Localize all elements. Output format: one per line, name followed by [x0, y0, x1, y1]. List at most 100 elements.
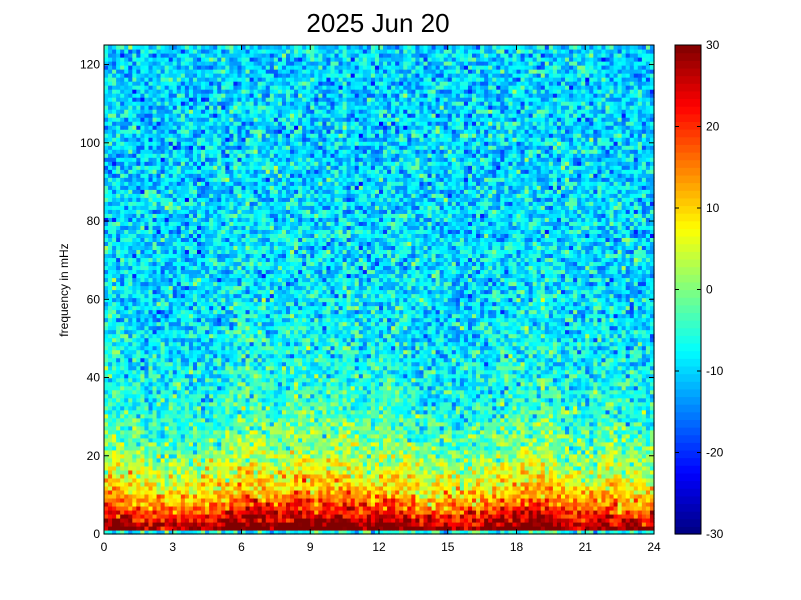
heatmap-cell: [172, 469, 178, 475]
heatmap-cell: [197, 237, 202, 242]
heatmap-cell: [140, 325, 146, 331]
heatmap-cell: [213, 61, 218, 66]
heatmap-cell: [253, 421, 259, 427]
heatmap-cell: [108, 389, 113, 395]
heatmap-cell: [140, 169, 146, 174]
heatmap-cell: [112, 313, 117, 319]
heatmap-cell: [197, 457, 202, 463]
heatmap-cell: [209, 445, 214, 451]
heatmap-cell: [152, 213, 158, 218]
heatmap-cell: [116, 237, 121, 242]
heatmap-cell: [180, 385, 186, 391]
heatmap-cell: [152, 289, 158, 295]
heatmap-cell: [257, 181, 263, 186]
heatmap-cell: [217, 61, 222, 66]
heatmap-cell: [172, 257, 178, 263]
heatmap-cell: [253, 445, 259, 451]
heatmap-cell: [140, 101, 146, 106]
heatmap-cell: [245, 357, 251, 363]
heatmap-cell: [120, 61, 125, 66]
heatmap-cell: [233, 353, 239, 359]
heatmap-cell: [233, 229, 239, 234]
heatmap-cell: [144, 145, 150, 150]
heatmap-cell: [229, 57, 235, 62]
heatmap-cell: [108, 217, 113, 222]
heatmap-cell: [249, 517, 255, 523]
heatmap-cell: [237, 501, 243, 507]
heatmap-cell: [229, 237, 235, 242]
heatmap-cell: [120, 273, 125, 279]
heatmap-cell: [229, 389, 235, 395]
heatmap-cell: [265, 421, 271, 427]
heatmap-cell: [148, 81, 154, 86]
heatmap-cell: [132, 57, 137, 62]
heatmap-cell: [124, 505, 129, 511]
heatmap-cell: [108, 361, 113, 367]
heatmap-cell: [176, 465, 182, 471]
heatmap-cell: [257, 461, 263, 467]
heatmap-cell: [213, 445, 218, 451]
heatmap-cell: [257, 493, 263, 499]
heatmap-cell: [108, 509, 113, 515]
heatmap-cell: [201, 245, 206, 251]
heatmap-cell: [176, 277, 182, 283]
heatmap-cell: [156, 497, 162, 503]
heatmap-cell: [156, 461, 162, 467]
heatmap-cell: [253, 193, 259, 198]
heatmap-cell: [148, 389, 154, 395]
heatmap-cell: [144, 53, 150, 58]
heatmap-cell: [120, 105, 125, 110]
heatmap-cell: [116, 433, 121, 439]
heatmap-cell: [201, 277, 206, 283]
heatmap-cell: [132, 85, 137, 90]
heatmap-cell: [205, 141, 210, 146]
heatmap-cell: [197, 153, 202, 158]
heatmap-cell: [241, 309, 247, 315]
heatmap-cell: [132, 297, 137, 303]
heatmap-cell: [257, 117, 263, 122]
heatmap-cell: [128, 425, 133, 431]
heatmap-cell: [229, 421, 235, 427]
heatmap-cell: [249, 133, 255, 138]
heatmap-cell: [108, 89, 113, 94]
heatmap-cell: [233, 365, 239, 371]
heatmap-cell: [237, 313, 243, 319]
heatmap-cell: [104, 349, 109, 355]
heatmap-cell: [197, 377, 202, 383]
heatmap-cell: [180, 137, 186, 142]
heatmap-cell: [156, 341, 162, 347]
heatmap-cell: [148, 77, 154, 82]
heatmap-cell: [112, 373, 117, 379]
heatmap-cell: [249, 77, 255, 82]
heatmap-cell: [136, 61, 141, 66]
heatmap-cell: [253, 113, 259, 118]
heatmap-cell: [180, 441, 186, 447]
heatmap-cell: [261, 409, 267, 415]
heatmap-cell: [136, 69, 141, 74]
heatmap-cell: [213, 113, 218, 118]
heatmap-cell: [136, 57, 141, 62]
heatmap-cell: [168, 65, 174, 70]
heatmap-cell: [197, 189, 202, 194]
heatmap-cell: [192, 233, 198, 238]
heatmap-cell: [201, 501, 206, 507]
heatmap-cell: [152, 165, 158, 170]
heatmap-cell: [213, 245, 218, 251]
heatmap-cell: [160, 281, 166, 287]
heatmap-cell: [124, 465, 129, 471]
heatmap-cell: [120, 65, 125, 70]
heatmap-cell: [201, 437, 206, 443]
heatmap-cell: [112, 469, 117, 475]
heatmap-cell: [120, 277, 125, 283]
heatmap-cell: [152, 325, 158, 331]
heatmap-cell: [221, 373, 226, 379]
heatmap-cell: [245, 333, 251, 339]
heatmap-cell: [205, 185, 210, 190]
heatmap-cell: [201, 109, 206, 114]
heatmap-cell: [124, 385, 129, 391]
heatmap-cell: [176, 77, 182, 82]
heatmap-cell: [132, 345, 137, 351]
heatmap-cell: [140, 277, 146, 283]
heatmap-cell: [176, 113, 182, 118]
heatmap-cell: [180, 157, 186, 162]
